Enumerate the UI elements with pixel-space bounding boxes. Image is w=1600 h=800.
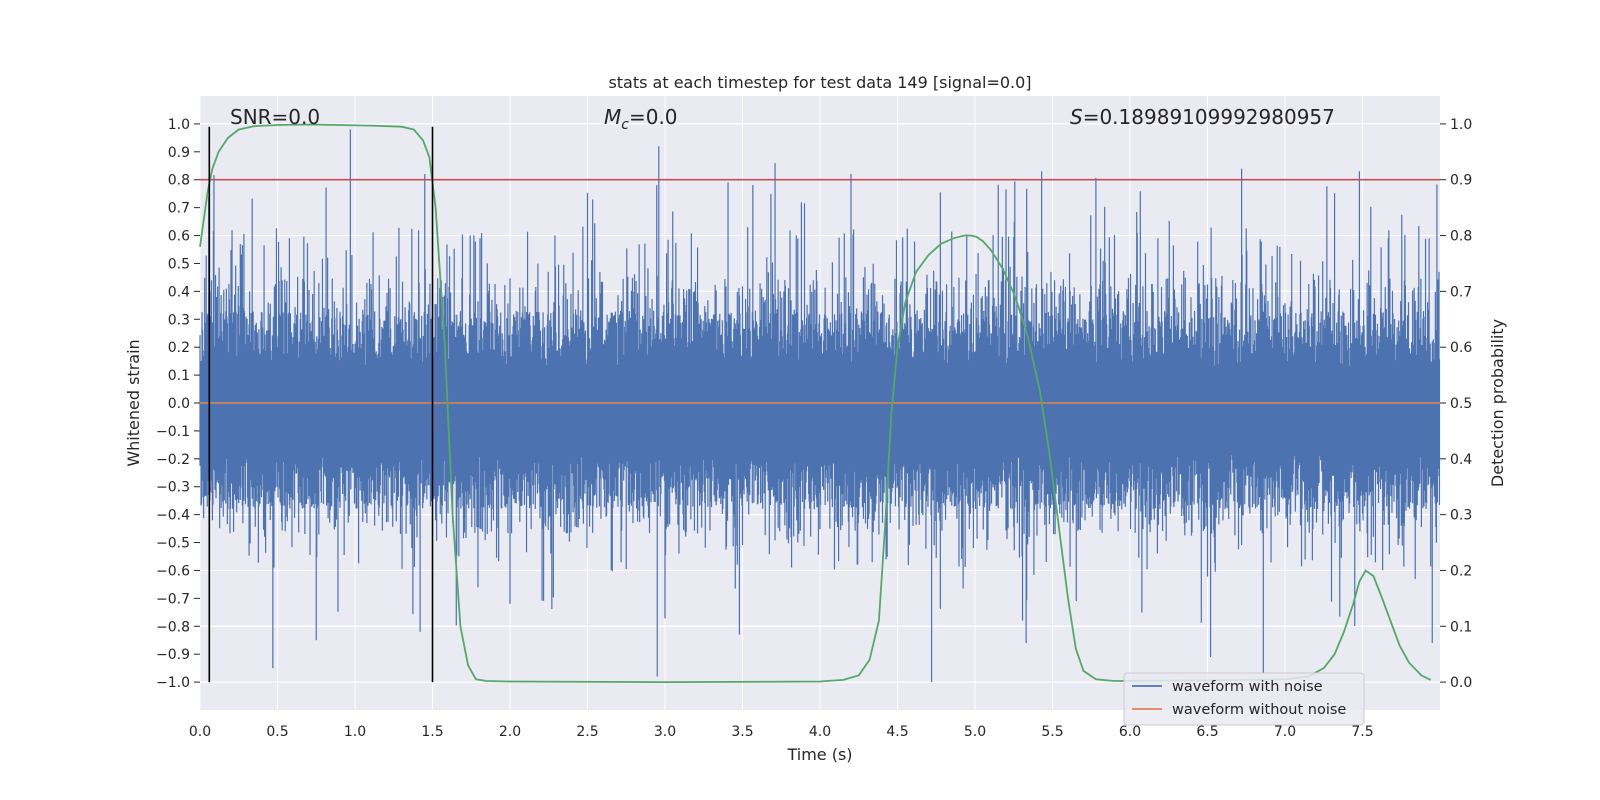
y-tick-label: −0.7 (156, 591, 190, 607)
x-tick-label: 2.5 (576, 724, 598, 740)
y-tick-label: 1.0 (168, 117, 190, 133)
y-tick-label: 0.4 (168, 284, 190, 300)
statistic-symbol: S (1070, 105, 1083, 129)
y-tick-label: 0.3 (168, 312, 190, 328)
x-tick-label: 6.0 (1119, 724, 1141, 740)
y2-tick-label: 0.8 (1450, 229, 1472, 245)
y-tick-label: 0.9 (168, 145, 190, 161)
snr-annotation: SNR=0.0 (230, 105, 320, 129)
y2-tick-label: 0.4 (1450, 452, 1472, 468)
x-axis-title: Time (s) (786, 745, 852, 764)
y-tick-label: −0.8 (156, 619, 190, 635)
legend-label-noise: waveform with noise (1172, 679, 1323, 695)
y2-tick-label: 0.5 (1450, 396, 1472, 412)
legend-box (1123, 672, 1365, 726)
x-tick-label: 1.0 (344, 724, 366, 740)
y-tick-label: 0.5 (168, 256, 190, 272)
x-tick-label: 0.0 (189, 724, 211, 740)
y2-tick-label: 0.7 (1450, 284, 1472, 300)
y-tick-label: 0.8 (168, 173, 190, 189)
x-tick-label: 5.5 (1041, 724, 1063, 740)
y2-tick-label: 0.3 (1450, 508, 1472, 524)
statistic-annotation: S=0.18989109992980957 (1070, 105, 1335, 129)
y-tick-label: 0.1 (168, 368, 190, 384)
y-tick-label: 0.0 (168, 396, 190, 412)
x-tick-label: 1.5 (421, 724, 443, 740)
chirp-mass-symbol: M (604, 105, 621, 129)
x-tick-label: 4.5 (886, 724, 908, 740)
chirp-mass-value: =0.0 (629, 105, 678, 129)
x-tick-label: 7.5 (1351, 724, 1373, 740)
y2-tick-label: 0.0 (1450, 675, 1472, 691)
x-tick-label: 0.5 (266, 724, 288, 740)
y-tick-label: 0.2 (168, 340, 190, 356)
statistic-value: =0.18989109992980957 (1083, 105, 1335, 129)
x-tick-label: 4.0 (809, 724, 831, 740)
y-tick-label: −0.4 (156, 508, 190, 524)
y-tick-label: −0.3 (156, 480, 190, 496)
y2-tick-label: 1.0 (1450, 117, 1472, 133)
y-tick-label: 0.6 (168, 229, 190, 245)
chirp-mass-subscript: c (621, 117, 629, 133)
legend: waveform with noise waveform without noi… (1123, 672, 1365, 726)
y-tick-label: −1.0 (156, 675, 190, 691)
y-tick-label: −0.9 (156, 647, 190, 663)
y-axis-title: Whitened strain (124, 339, 143, 466)
plot-area (199, 123, 1441, 683)
axes: 0.0 0.5 1.0 1.5 2.0 2.5 3.0 3.5 4.0 4.5 5.0 5.5 6.0 6… (156, 117, 1472, 740)
x-tick-label: 6.5 (1196, 724, 1218, 740)
y2-axis-title: Detection probability (1488, 319, 1507, 487)
x-tick-label: 3.5 (731, 724, 753, 740)
y2-tick-label: 0.9 (1450, 173, 1472, 189)
y2-tick-label: 0.2 (1450, 563, 1472, 579)
y-tick-label: −0.1 (156, 424, 190, 440)
x-tick-label: 2.0 (499, 724, 521, 740)
x-tick-label: 3.0 (654, 724, 676, 740)
series-detection-probability (199, 123, 1432, 683)
x-tick-label: 7.0 (1274, 724, 1296, 740)
y2-tick-label: 0.1 (1450, 619, 1472, 635)
y-tick-label: −0.2 (156, 452, 190, 468)
chirp-mass-annotation: Mc=0.0 (604, 105, 678, 133)
chart-title: stats at each timestep for test data 149… (608, 73, 1031, 92)
y-tick-label: −0.6 (156, 563, 190, 579)
y2-tick-label: 0.6 (1450, 340, 1472, 356)
y-tick-label: 0.7 (168, 201, 190, 217)
y-tick-label: −0.5 (156, 536, 190, 552)
legend-label-clean: waveform without noise (1172, 702, 1346, 718)
x-tick-label: 5.0 (964, 724, 986, 740)
